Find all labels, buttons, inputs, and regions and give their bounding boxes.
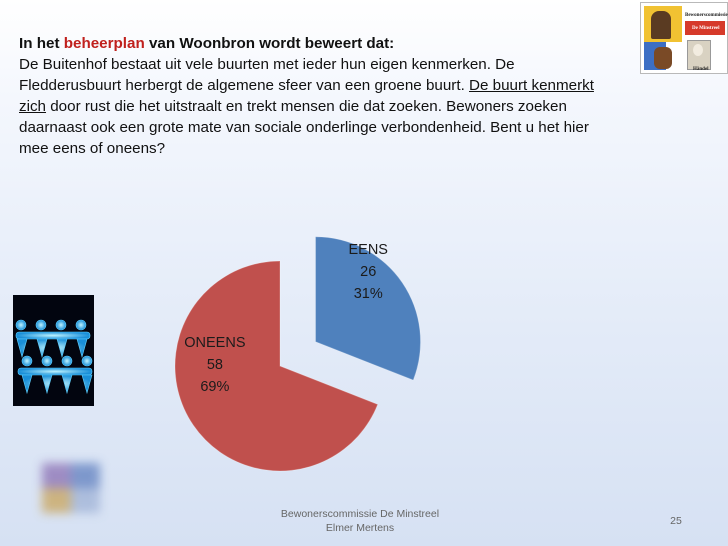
lead-text-start: In het xyxy=(19,35,64,52)
decorative-color-squares xyxy=(42,463,100,513)
logo-caption: Händel xyxy=(693,67,709,72)
deco-square-lightblue xyxy=(71,488,100,513)
pie-label-eens-percent: 31% xyxy=(354,286,383,302)
pie-slice-eens xyxy=(315,236,421,381)
question-body: De Buitenhof bestaat uit vele buurten me… xyxy=(19,54,619,159)
people-chain-image xyxy=(13,295,94,406)
pie-label-eens-value: 26 xyxy=(360,264,376,280)
logo-line2: De Minstreel xyxy=(692,26,720,31)
pie-label-oneens-name: ONEENS xyxy=(184,335,245,351)
pie-slices xyxy=(174,236,421,472)
deco-square-gold xyxy=(42,488,71,513)
lead-text-end: van Woonbron wordt beweert dat: xyxy=(144,35,395,52)
people-chain-graphic xyxy=(15,319,93,395)
pie-label-eens-name: EENS xyxy=(348,242,388,258)
logo-portrait-face xyxy=(693,44,703,56)
deco-square-blue xyxy=(71,463,100,488)
logo-portrait-left xyxy=(651,11,671,39)
pie-label-oneens-percent: 69% xyxy=(200,379,229,395)
logo-red-block xyxy=(685,21,725,35)
pie-labels: EENS 26 31% ONEENS 58 69% xyxy=(184,242,388,395)
pie-slice-oneens xyxy=(174,260,379,472)
question-lead: In het beheerplan van Woonbron wordt bew… xyxy=(19,33,619,54)
logo-instrument-figure xyxy=(654,47,672,69)
question-text: In het beheerplan van Woonbron wordt bew… xyxy=(19,33,619,159)
page-number: 25 xyxy=(670,515,682,527)
bewonerscommissie-logo: Bewonerscommissie De Minstreel Händel xyxy=(640,2,728,74)
deco-square-purple xyxy=(42,463,71,488)
body-text-start: De Buitenhof bestaat uit vele buurten me… xyxy=(19,56,515,94)
highlight-beheerplan: beheerplan xyxy=(63,35,145,52)
footer: Bewonerscommissie De Minstreel Elmer Mer… xyxy=(260,507,460,535)
body-text-end: door rust die het uitstraalt en trekt me… xyxy=(19,98,589,157)
logo-line1: Bewonerscommissie xyxy=(685,13,728,18)
footer-author: Elmer Mertens xyxy=(325,522,395,534)
footer-organization: Bewonerscommissie De Minstreel xyxy=(280,508,440,520)
pie-label-oneens-value: 58 xyxy=(207,357,223,373)
underlined-phrase: De buurt kenmerkt zich xyxy=(19,77,594,115)
